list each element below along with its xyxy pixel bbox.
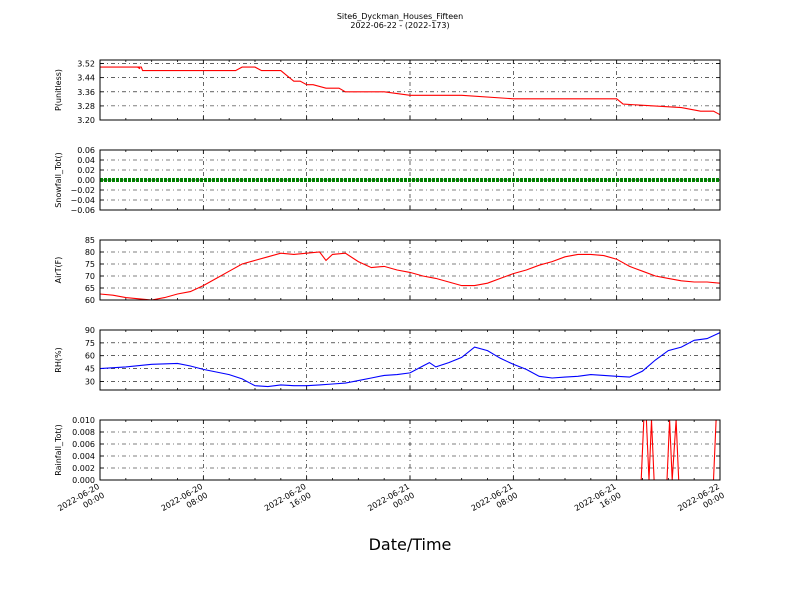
chart-title: Site6_Dyckman_Houses_Fifteen [337,12,463,21]
series-line [99,332,721,388]
y-tick-label: 60 [85,352,95,361]
y-tick-label: 75 [85,339,95,348]
axes-frame [99,329,721,391]
y-tick-label: 45 [85,365,95,374]
y-axis-label: Snowfall_Tot() [54,152,63,208]
y-axis-label: Rainfall_Tot() [54,424,63,476]
y-tick-label: −0.04 [70,196,95,205]
y-tick-label: 0.06 [77,146,95,155]
y-axis-label: AirT(F) [54,257,63,284]
panel-4: 0.010 0.008 0.006 0.004 0.002 0.000 Rainfall_T… [54,416,721,485]
y-tick-label: 90 [85,326,95,335]
y-tick-label: 0.010 [72,416,95,425]
panel-3: 90 75 60 45 30 RH(%) [54,326,721,391]
y-tick-label: 0.04 [77,156,95,165]
y-tick-label: 3.36 [77,88,95,97]
y-tick-label: 30 [85,377,95,386]
panel-2: 85 80 75 70 65 60 AirT(F) [54,236,721,305]
panels-group: 3.523.443.363.283.20P(unitless)0.060.040… [54,59,721,485]
panel-0: 3.52 3.44 3.36 3.28 3.20 P(unitless) [54,59,721,125]
y-tick-label: 70 [85,272,95,281]
y-tick-label: 3.28 [77,102,95,111]
y-tick-label: 0.002 [72,464,95,473]
chart-subtitle: 2022-06-22 - (2022-173) [350,21,449,30]
y-tick-label: 60 [85,296,95,305]
y-tick-label: 0.000 [72,476,95,485]
y-tick-label: 75 [85,260,95,269]
axes-frame [99,149,721,211]
y-tick-label: −0.06 [70,206,95,215]
y-tick-label: 0.006 [72,440,95,449]
y-tick-label: 0.008 [72,428,95,437]
y-tick-label: 0.02 [77,166,95,175]
y-tick-label: 80 [85,248,95,257]
y-axis-label: RH(%) [54,347,63,372]
y-tick-label: 65 [85,284,95,293]
y-tick-label: 3.44 [77,74,95,83]
series-line [100,66,721,116]
y-axis-label: P(unitless) [54,69,63,111]
y-tick-label: 0.004 [72,452,95,461]
y-tick-label: −0.02 [70,186,95,195]
axes-frame [99,59,721,121]
y-tick-label: 3.20 [77,116,95,125]
series-line [99,251,721,301]
y-tick-label: 85 [85,236,95,245]
axes-frame [99,419,721,481]
x-axis-label: Date/Time [369,535,452,554]
axes-frame [99,239,721,301]
y-tick-label: 0.00 [77,176,95,185]
y-tick-label: 3.52 [77,60,95,69]
panel-1: 0.060.040.020.00−0.02−0.04−0.06 Snowfall_… [54,146,721,215]
